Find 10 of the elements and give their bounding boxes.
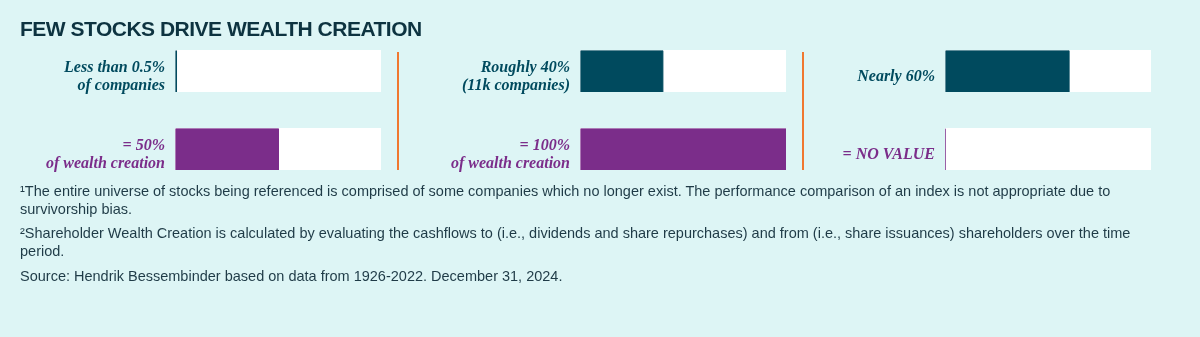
y-tick-label: Nearly 60% [857,66,935,86]
y-tick-label: = 50% of wealth creation [45,135,165,173]
y-tick-label: = NO VALUE [842,144,935,164]
y-tick-label: Less than 0.5% of companies [64,57,165,95]
y-tick-label: Roughly 40% (11k companies) [462,57,570,95]
annotation: ¹The entire universe of stocks being referenced is comprised of some companies which no longer exist. The performance comparison of an index is not appropriate due to survivorship bias. [20,182,1112,219]
chart-title: FEW STOCKS DRIVE WEALTH CREATION [20,16,422,42]
text: ²Shareholder Wealth Creation is calculated by evaluating the cashflows to (i.e., dividends and share repurchases) and from (i.e., share issuances) shareholders over the time period. [20,224,1132,261]
y-tick-label: = 100% of wealth creation [450,135,570,173]
source-note: Source: Hendrik Bessembinder based on data from 1926-2022. December 31, 2024. [20,266,563,285]
